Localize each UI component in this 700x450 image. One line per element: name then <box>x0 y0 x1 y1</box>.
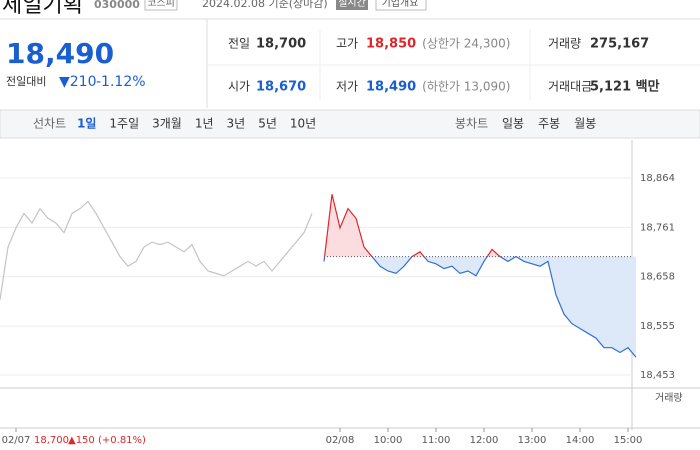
date-text: 2024.02.08 기준(장마감) <box>202 0 328 10</box>
market-badge: 코스피 <box>147 0 175 9</box>
stat-value: 18,700 <box>256 37 306 52</box>
stat-label: 거래대금 <box>548 80 592 94</box>
change-label: 전일대비 <box>6 74 46 88</box>
period-tab[interactable]: 1일 <box>77 117 96 131</box>
y-tick-label: 18,864 <box>640 173 675 184</box>
x-tick-label: 15:00 <box>614 435 643 446</box>
stats: 전일 18,700 고가 18,850 (상한가 24,300) 거래량 275,167 시가… <box>228 37 660 95</box>
change-value: ▼210 <box>59 74 97 90</box>
x-tick-label: 11:00 <box>422 435 451 446</box>
period-tab[interactable]: 10년 <box>290 117 316 131</box>
stat-extra: (하한가 13,090) <box>422 80 510 94</box>
period-tab[interactable]: 3개월 <box>152 117 182 131</box>
stat-value: 275,167 <box>590 37 649 52</box>
price-line <box>0 200 313 300</box>
stat-value: 5,121 백만 <box>590 79 660 95</box>
line-chart-label: 선차트 <box>33 117 66 131</box>
stat-label: 전일 <box>228 37 250 51</box>
candle-tab[interactable]: 일봉 <box>502 117 524 131</box>
stat-label: 시가 <box>228 80 250 94</box>
period-tab[interactable]: 5년 <box>258 117 277 131</box>
company-name: 제일기획 <box>2 0 83 18</box>
tab-bar <box>0 109 700 139</box>
x-tick-label: 14:00 <box>566 435 595 446</box>
y-tick-label: 18,555 <box>640 321 675 332</box>
market-badge-box <box>144 0 178 11</box>
x-tick-label: 13:00 <box>518 435 547 446</box>
realtime-button-box[interactable] <box>336 0 368 10</box>
stat-label: 거래량 <box>548 37 581 51</box>
x-tick-label: 12:00 <box>470 435 499 446</box>
plot: 18,864 18,761 18,658 18,555 18,453 02/07 02/08… <box>0 173 675 446</box>
price-line <box>323 194 637 358</box>
change-percent: -1.12% <box>96 74 146 90</box>
stat-extra: (상한가 24,300) <box>422 37 510 51</box>
company-info-button[interactable]: 기업개요 <box>382 0 419 9</box>
prev-change: ▲150 <box>68 435 95 446</box>
y-tick-label: 18,761 <box>640 222 675 233</box>
x-tick-label: 10:00 <box>374 435 403 446</box>
period-tab[interactable]: 1주일 <box>109 117 139 131</box>
x-tick-label: 02/07 <box>2 435 31 446</box>
stat-value: 18,850 <box>366 37 416 52</box>
stock-code: 030000 <box>94 0 140 11</box>
stat-label: 저가 <box>336 80 358 94</box>
current-price: 18,490 <box>6 37 114 70</box>
y-tick-label: 18,658 <box>640 272 675 283</box>
candle-tab[interactable]: 주봉 <box>538 117 560 131</box>
period-tab[interactable]: 1년 <box>195 117 214 131</box>
stat-value: 18,670 <box>256 80 306 95</box>
stat-value: 18,490 <box>366 80 416 95</box>
x-tick-label: 02/08 <box>326 435 355 446</box>
prev-change-percent: (+0.81%) <box>98 435 146 446</box>
volume-label: 거래량 <box>655 392 683 404</box>
candle-chart-label: 봉차트 <box>455 117 488 131</box>
y-tick-label: 18,453 <box>640 370 675 381</box>
prev-close: 18,700 <box>34 435 69 446</box>
period-tab[interactable]: 3년 <box>227 117 246 131</box>
stat-label: 고가 <box>336 37 358 51</box>
tabs: 1일 1주일 3개월 1년 3년 5년 10년 일봉 주봉 월봉 <box>77 117 596 131</box>
candle-tab[interactable]: 월봉 <box>574 117 596 131</box>
area-fill <box>324 194 636 358</box>
realtime-button[interactable]: 실시간 <box>338 0 366 9</box>
company-info-box[interactable] <box>375 0 427 11</box>
